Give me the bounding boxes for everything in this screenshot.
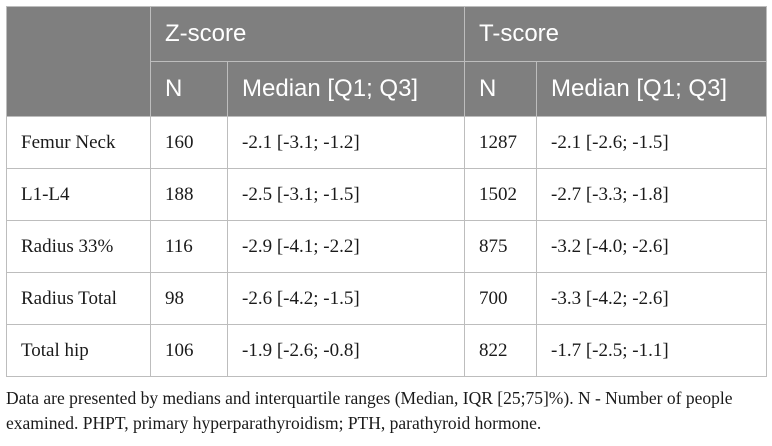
z-n-cell: 160 [150, 116, 228, 169]
t-n-cell: 700 [464, 272, 537, 325]
site-cell: Radius Total [6, 272, 151, 325]
t-n-cell: 822 [464, 324, 537, 377]
z-median-cell: -2.9 [-4.1; -2.2] [227, 220, 465, 273]
site-cell: Femur Neck [6, 116, 151, 169]
t-median-cell: -3.2 [-4.0; -2.6] [535, 220, 768, 273]
z-median-cell: -2.5 [-3.1; -1.5] [227, 168, 465, 221]
header-z-n: N [150, 61, 228, 117]
z-n-cell: 98 [150, 272, 228, 325]
table-footnote: Data are presented by medians and interq… [6, 388, 733, 433]
site-cell: L1-L4 [6, 168, 151, 221]
header-blank-cell [6, 6, 151, 117]
t-n-cell: 875 [464, 220, 537, 273]
table-row: Femur Neck 160 -2.1 [-3.1; -1.2] 1287 -2… [6, 116, 768, 169]
t-n-cell: 1502 [464, 168, 537, 221]
z-n-cell: 188 [150, 168, 228, 221]
header-sub-row: N Median [Q1; Q3] N Median [Q1; Q3] [7, 61, 768, 117]
z-n-cell: 106 [150, 324, 228, 377]
header-t-score: T-score [463, 6, 768, 62]
bone-density-table: Z-score T-score N Median [Q1; Q3] N Medi… [6, 6, 768, 377]
header-z-score: Z-score [150, 6, 465, 62]
header-z-median: Median [Q1; Q3] [227, 61, 465, 117]
header-t-n: N [464, 61, 537, 117]
table-row: L1-L4 188 -2.5 [-3.1; -1.5] 1502 -2.7 [-… [6, 168, 768, 221]
t-n-cell: 1287 [464, 116, 537, 169]
table-row: Radius 33% 116 -2.9 [-4.1; -2.2] 875 -3.… [6, 220, 768, 273]
table-row: Radius Total 98 -2.6 [-4.2; -1.5] 700 -3… [6, 272, 768, 325]
site-cell: Total hip [6, 324, 151, 377]
z-n-cell: 116 [150, 220, 228, 273]
t-median-cell: -3.3 [-4.2; -2.6] [535, 272, 768, 325]
table-row: Total hip 106 -1.9 [-2.6; -0.8] 822 -1.7… [6, 324, 768, 377]
z-median-cell: -1.9 [-2.6; -0.8] [227, 324, 465, 377]
z-median-cell: -2.6 [-4.2; -1.5] [227, 272, 465, 325]
header-t-median: Median [Q1; Q3] [535, 61, 768, 117]
t-median-cell: -2.1 [-2.6; -1.5] [535, 116, 768, 169]
z-median-cell: -2.1 [-3.1; -1.2] [227, 116, 465, 169]
site-cell: Radius 33% [6, 220, 151, 273]
t-median-cell: -2.7 [-3.3; -1.8] [535, 168, 768, 221]
header-group-row: Z-score T-score [6, 6, 768, 117]
t-median-cell: -1.7 [-2.5; -1.1] [535, 324, 768, 377]
